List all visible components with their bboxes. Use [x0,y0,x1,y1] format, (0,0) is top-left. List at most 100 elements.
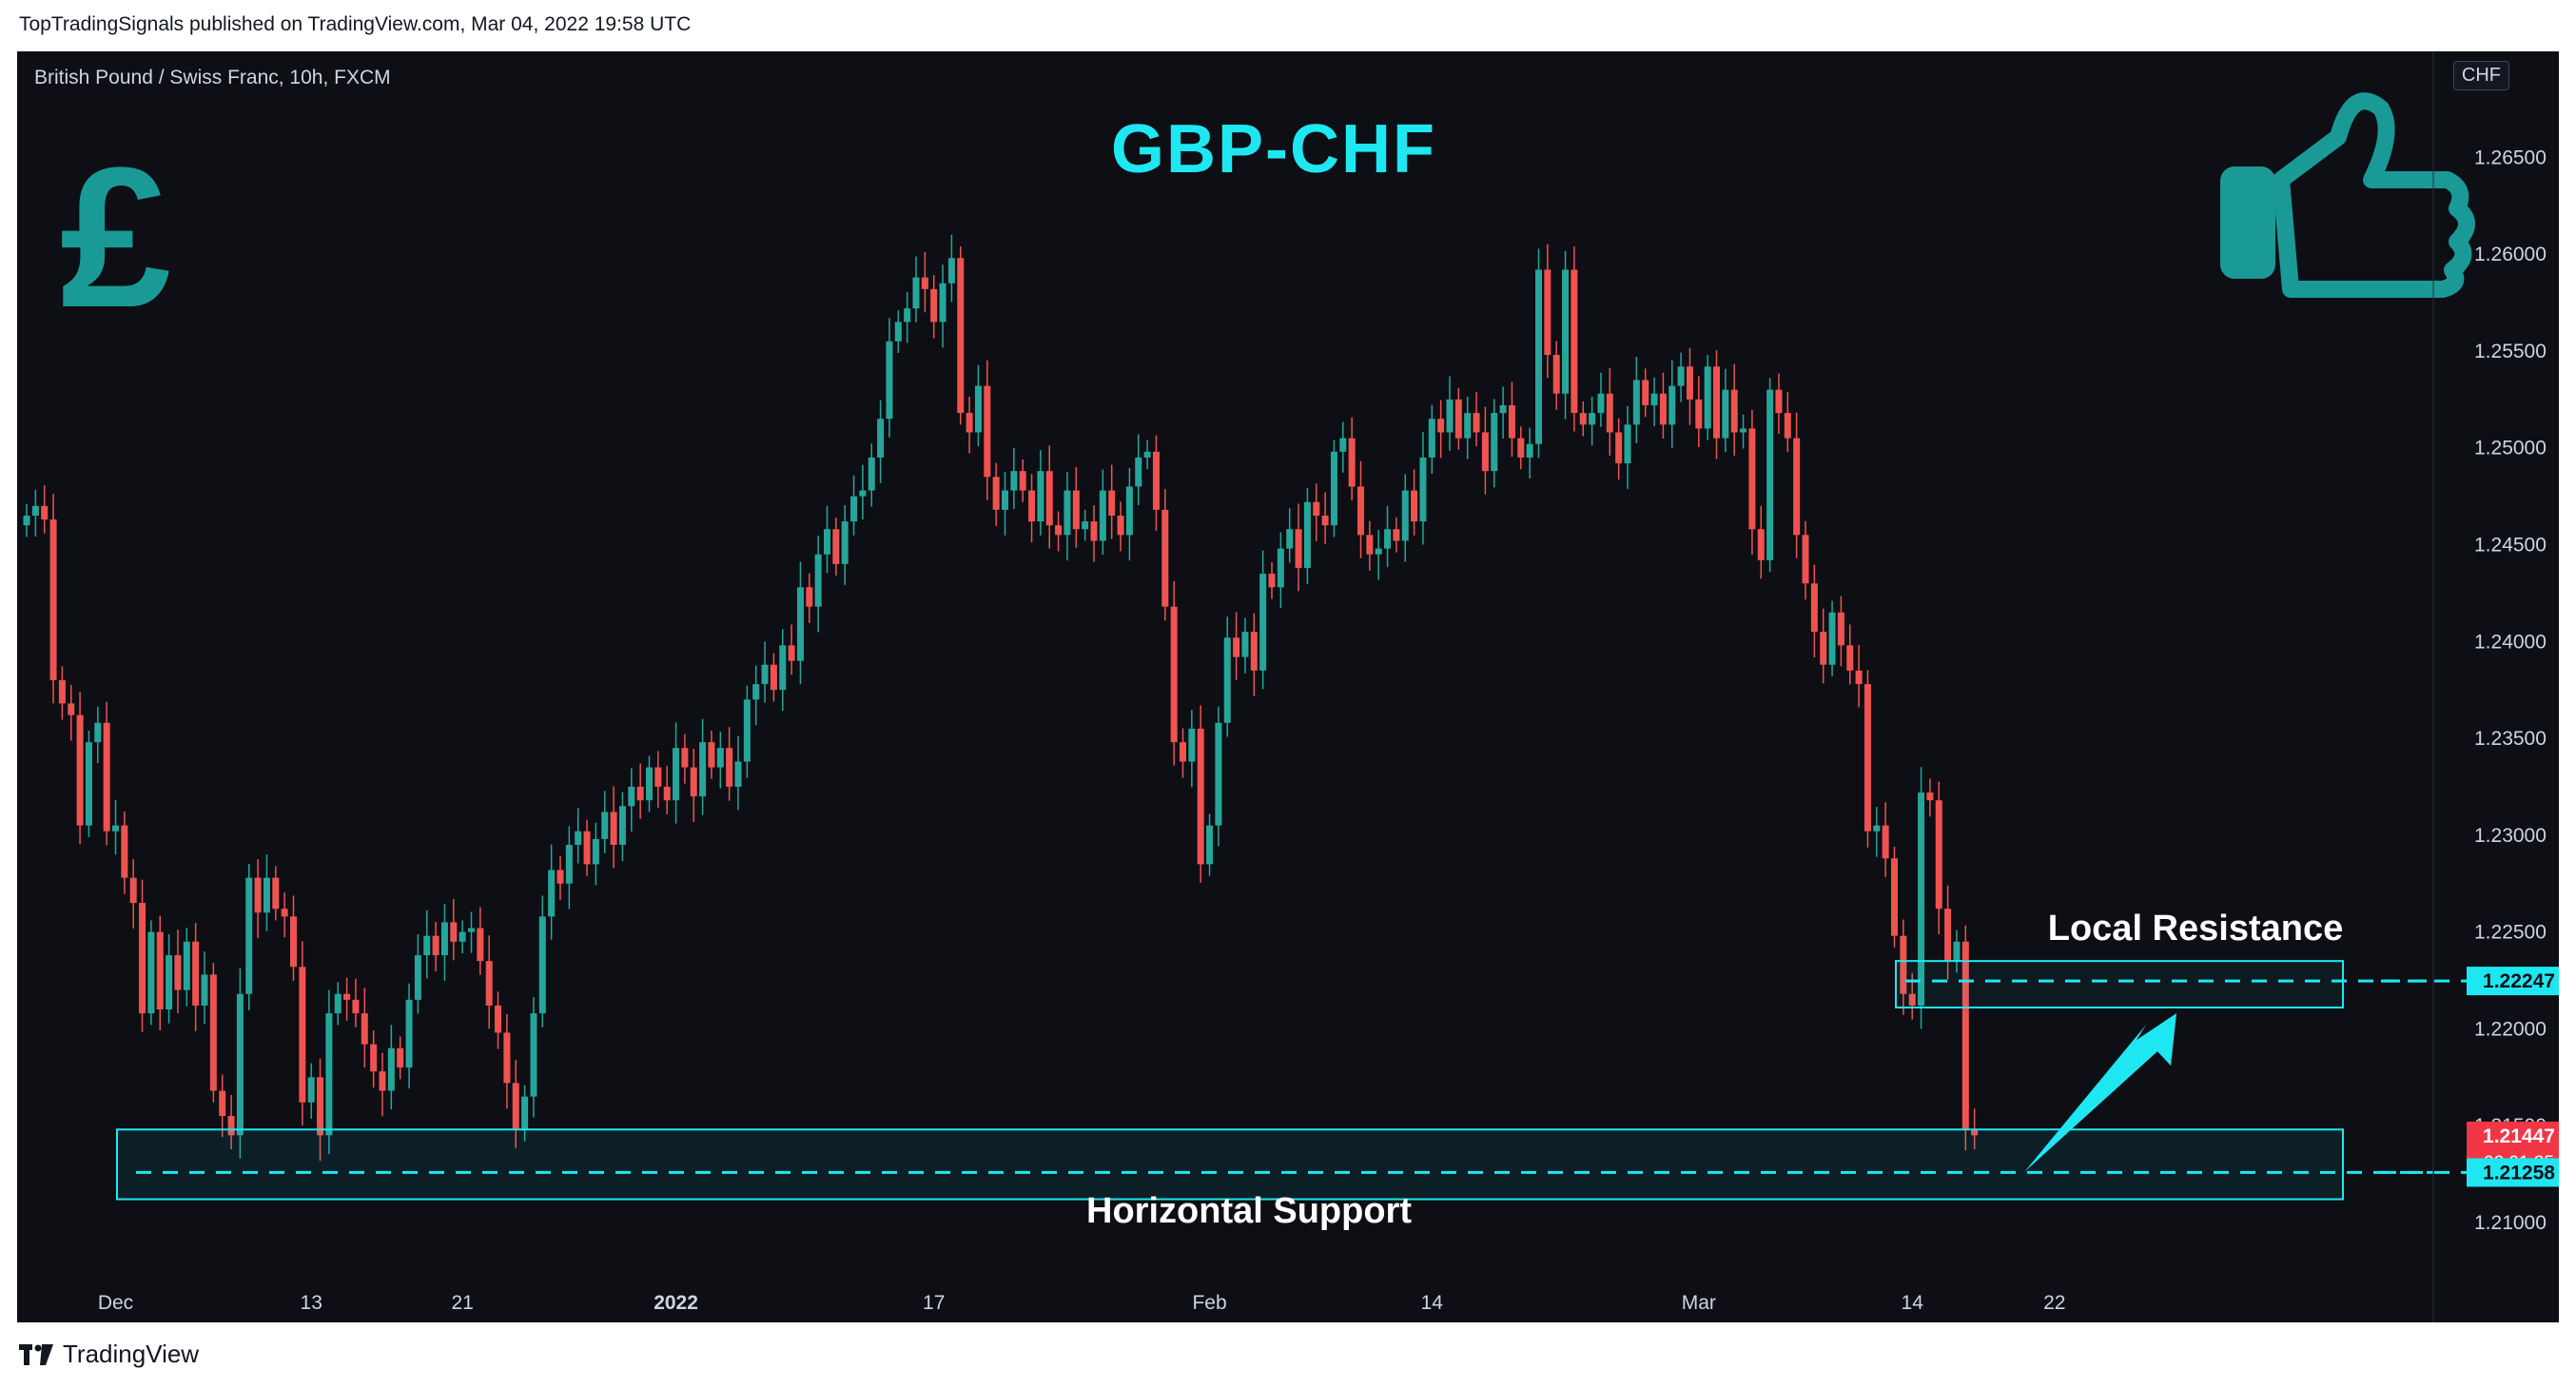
candle-body [31,505,39,516]
candle [877,400,885,483]
candle [209,963,217,1103]
candle [752,665,760,726]
candle [556,855,564,900]
candle-body [1615,432,1623,464]
candle-body [1180,742,1186,762]
x-tick-label: 13 [301,1292,322,1314]
candle-body [1971,1129,1979,1136]
candle [459,920,466,954]
candle [254,859,262,939]
candle-body [663,786,671,801]
candle-body [468,928,475,932]
candle-body [1348,438,1356,487]
candle [1401,474,1409,562]
candle [23,503,30,538]
local-resistance-label: Local Resistance [2048,909,2343,949]
candle [779,629,787,712]
candle [894,310,902,354]
candle-body [1775,389,1783,414]
candle-body [1473,413,1480,433]
candle-body [1544,269,1551,356]
candle-body [147,931,155,1014]
currency-badge[interactable]: CHF [2452,61,2509,90]
candle-body [1935,800,1942,910]
candle [31,489,39,537]
candle-body [850,496,858,522]
candle [1082,509,1089,541]
candle-body [556,870,564,884]
candle-body [636,786,644,801]
candle-body [1552,355,1560,394]
candle [503,1013,511,1109]
candle [1143,440,1151,470]
candle [1562,250,1570,420]
candle [156,915,164,1031]
candle-body [485,961,493,1006]
candle-body [716,748,724,768]
candle [1953,929,1961,973]
candle-body [1686,366,1693,400]
candle-body [183,941,190,990]
candle [1864,670,1871,848]
candle [930,275,938,339]
candle-body [352,999,360,1014]
candle-body [974,385,982,433]
candle [1873,807,1881,857]
candle [245,863,253,1010]
candle-body [94,722,102,743]
candle [1303,488,1311,585]
y-tick-label: 1.26000 [2474,244,2547,265]
candle-body [1953,941,1961,962]
candle-body [201,974,208,1006]
candle [414,934,421,1014]
candle-body [139,903,146,1014]
candle-body [814,554,822,607]
candle [440,903,448,981]
candle [1775,373,1783,435]
candle [1108,464,1116,539]
candle-body [628,786,635,807]
y-tick-label: 1.25000 [2474,438,2547,460]
candle [397,1036,404,1080]
tradingview-footer[interactable]: TradingView [19,1340,199,1369]
candle [548,844,556,940]
candle-body [1499,404,1507,414]
candle [1090,504,1098,562]
candle-body [1055,525,1063,536]
candle-body [1882,825,1889,859]
candle [1846,624,1854,685]
x-tick-label: 22 [2043,1292,2065,1314]
candle-body [254,877,262,913]
candle [788,624,795,675]
candle-body [1045,471,1053,526]
candle-body [68,703,75,715]
candle-body [1152,451,1160,510]
candle [618,792,626,862]
candle [1784,392,1791,453]
y-tick-label: 1.26500 [2474,147,2547,168]
candle-body [1099,490,1106,541]
candle [1286,508,1294,563]
candle-body [1579,413,1587,425]
candle-body [886,341,893,420]
candle [1695,376,1703,447]
candle-body [1393,529,1400,541]
candle [1250,613,1258,696]
candle [904,292,911,343]
candle-body [317,1077,324,1136]
candle-body [1090,521,1098,541]
thumbs-up-icon [2220,92,2475,298]
chart-panel[interactable]: British Pound / Swiss Franc, 10h, FXCM C… [17,51,2559,1322]
candle [343,977,351,1021]
candle [761,641,769,703]
candlestick-chart[interactable]: £ Local Resistance Horizontal Support 1.2… [17,51,2559,1322]
candle [592,822,599,886]
candle-body [23,515,30,526]
candle-body [824,529,830,555]
candle-body [601,812,609,839]
candle [1161,488,1169,621]
y-tick-label: 1.21000 [2474,1212,2547,1234]
candle-body [1740,428,1747,433]
candle-body [1037,471,1044,522]
candle-body [1250,632,1258,671]
